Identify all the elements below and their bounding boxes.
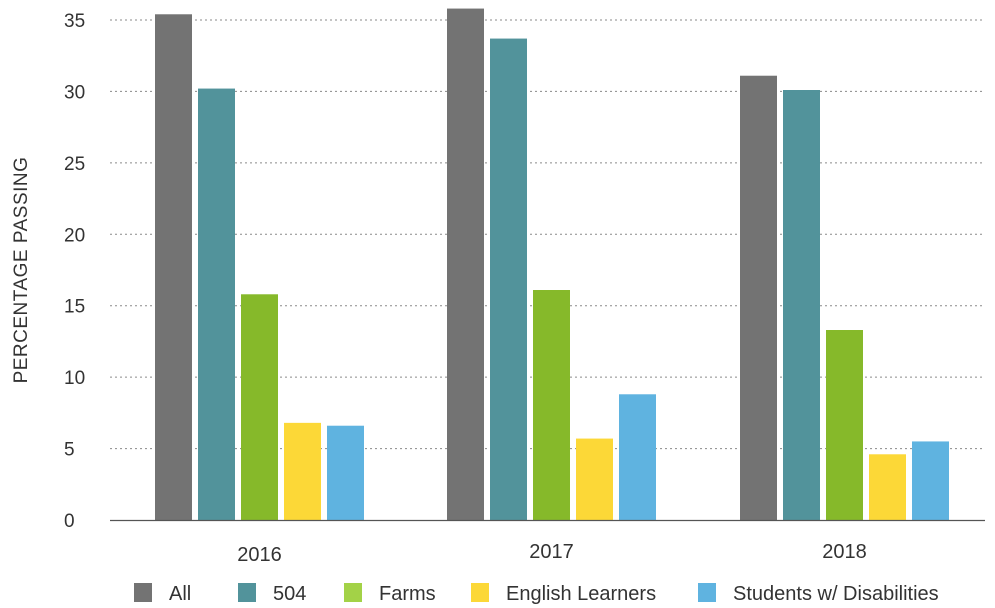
bar bbox=[533, 290, 570, 520]
bar bbox=[740, 75, 777, 520]
y-tick-label: 20 bbox=[64, 225, 85, 246]
bar bbox=[241, 294, 278, 520]
legend-label: Students w/ Disabilities bbox=[733, 583, 939, 605]
legend-swatch bbox=[134, 583, 152, 602]
legend-label: All bbox=[169, 583, 191, 605]
y-tick-label: 15 bbox=[64, 297, 85, 318]
y-tick-label: 35 bbox=[64, 11, 85, 32]
legend-label: Farms bbox=[379, 583, 436, 605]
bar bbox=[490, 38, 527, 520]
bar bbox=[155, 14, 192, 521]
x-category-label: 2017 bbox=[529, 541, 574, 563]
bar bbox=[198, 88, 235, 521]
bar bbox=[869, 454, 906, 520]
bar bbox=[783, 90, 820, 520]
y-axis-ticks: 0 5 10 15 20 25 30 35 bbox=[64, 11, 85, 532]
legend-label: 504 bbox=[273, 583, 306, 605]
bar bbox=[826, 330, 863, 520]
legend-label: English Learners bbox=[506, 583, 656, 605]
y-tick-label: 25 bbox=[64, 154, 85, 175]
x-category-label: 2018 bbox=[822, 541, 867, 563]
legend-swatch bbox=[698, 583, 716, 602]
bar bbox=[912, 441, 949, 520]
bar bbox=[619, 394, 656, 520]
x-category-label: 2016 bbox=[237, 544, 282, 566]
y-tick-label: 30 bbox=[64, 82, 85, 103]
y-tick-label: 0 bbox=[64, 511, 75, 532]
y-tick-label: 10 bbox=[64, 368, 85, 389]
legend-swatch bbox=[344, 583, 362, 602]
y-axis-label: PERCENTAGE PASSING bbox=[11, 157, 32, 384]
legend: All 504 Farms English Learners Students w/ D… bbox=[134, 583, 939, 605]
y-tick-label: 5 bbox=[64, 440, 75, 461]
bars bbox=[155, 8, 949, 521]
legend-swatch bbox=[238, 583, 256, 602]
bar bbox=[447, 8, 484, 520]
legend-swatch bbox=[471, 583, 489, 602]
bar bbox=[576, 438, 613, 520]
bar bbox=[284, 422, 321, 520]
x-axis-categories: 2016 2017 2018 bbox=[237, 541, 867, 566]
bar bbox=[327, 425, 364, 520]
